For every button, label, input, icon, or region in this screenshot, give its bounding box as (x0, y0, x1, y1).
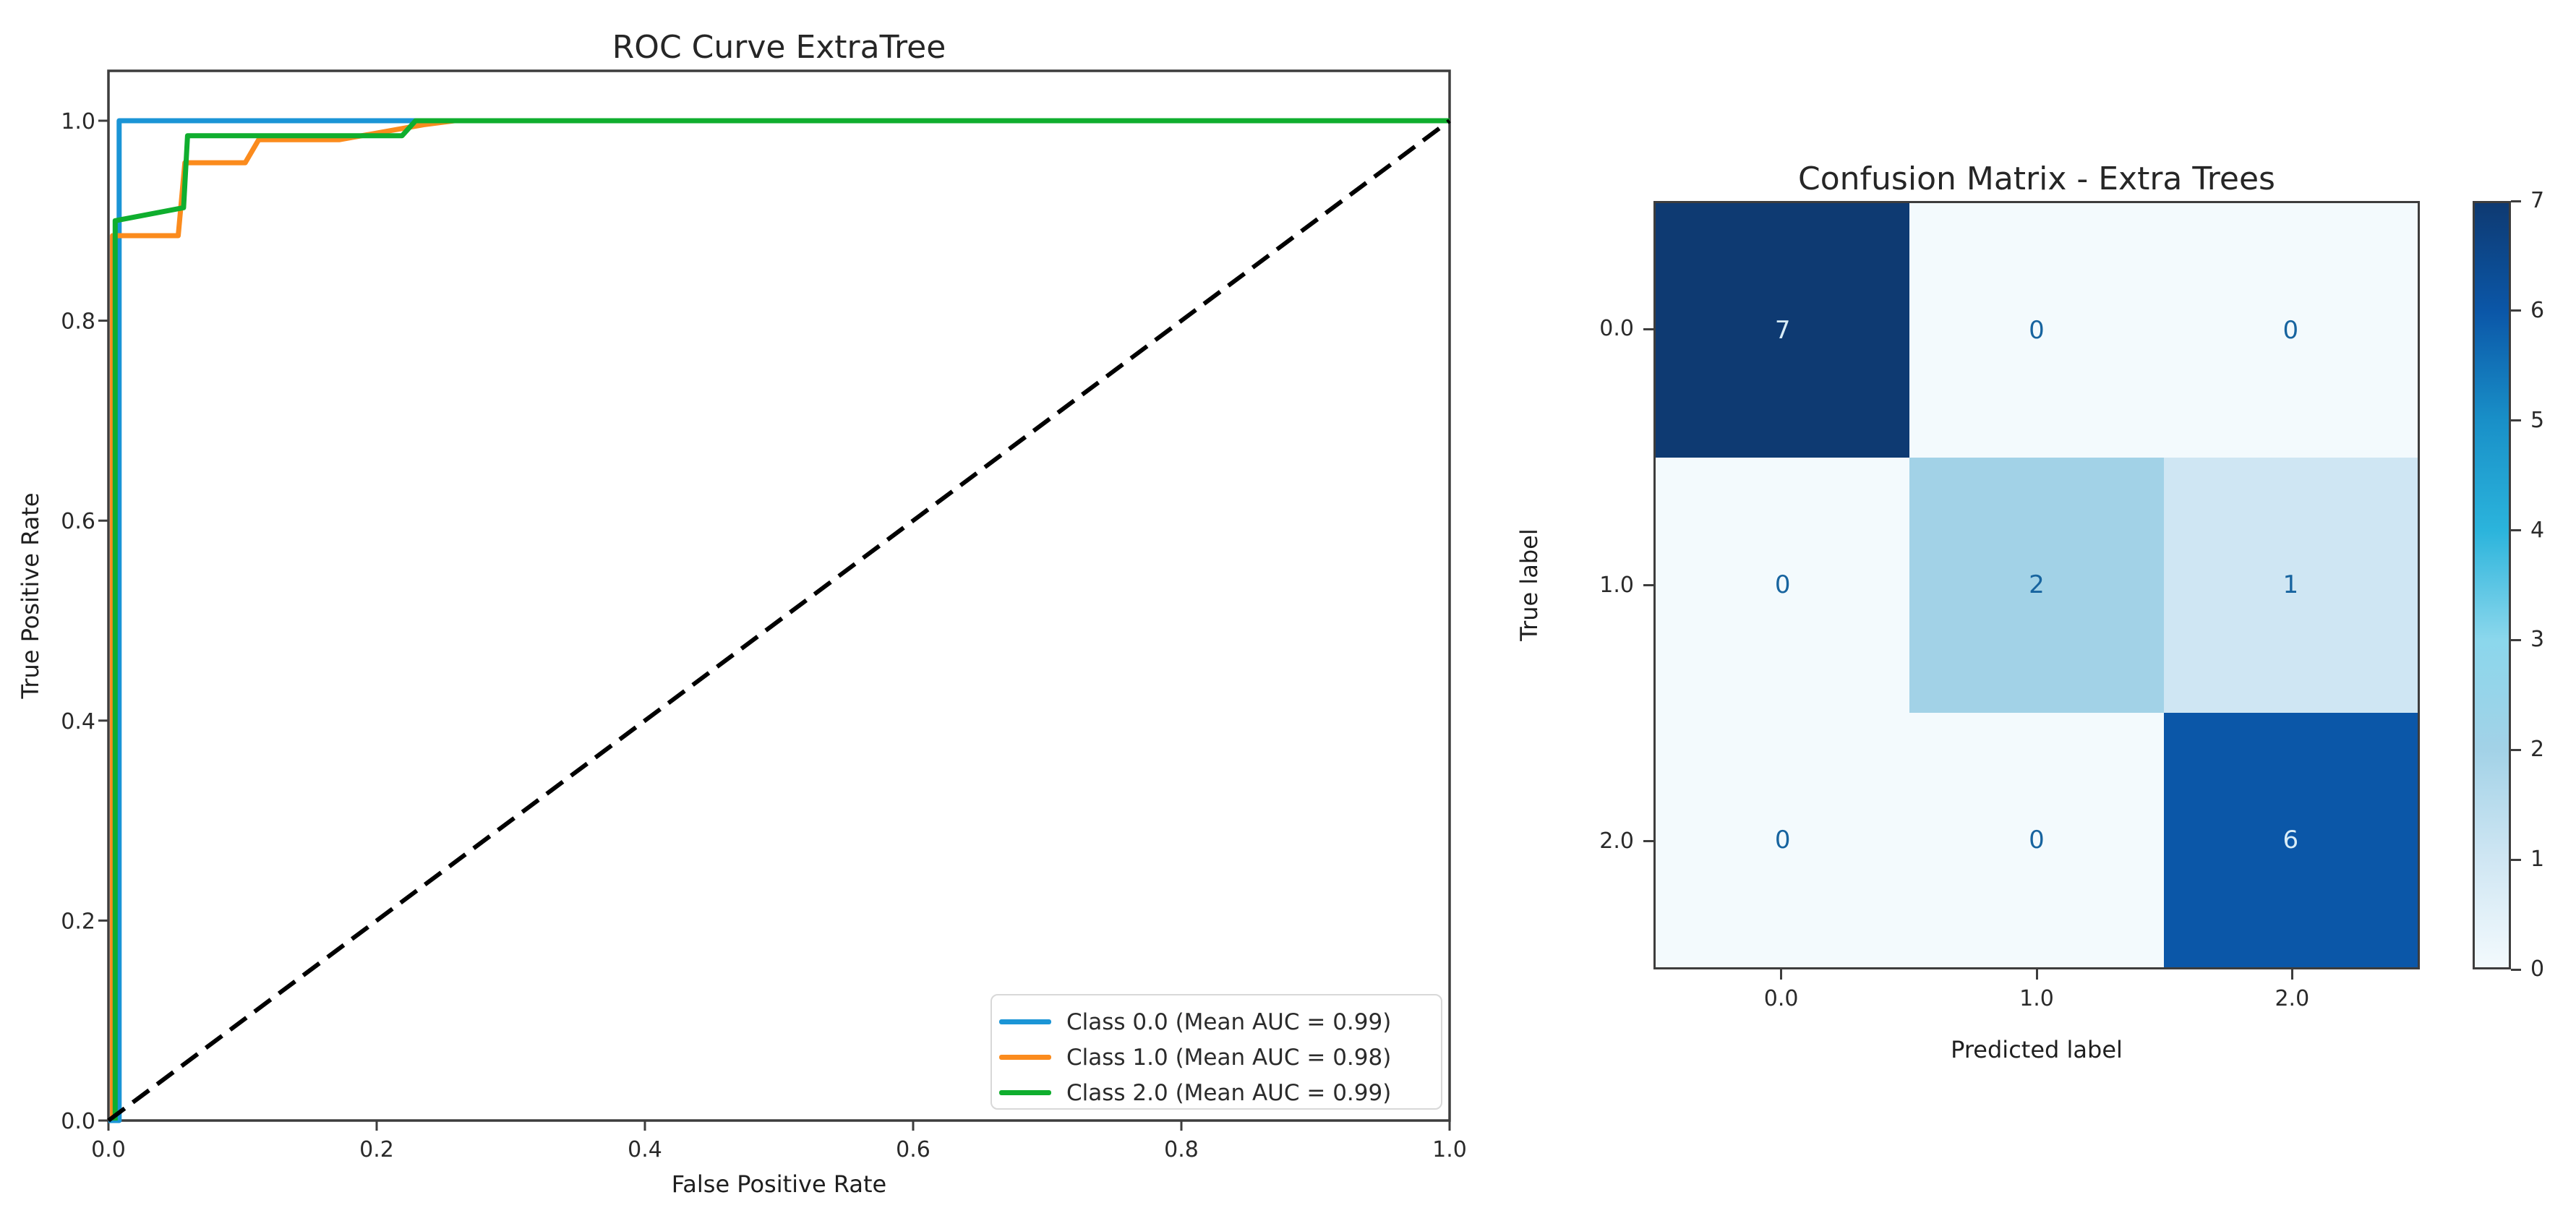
legend-label: Class 2.0 (Mean AUC = 0.99) (1066, 1079, 1392, 1106)
legend-entry: Class 1.0 (Mean AUC = 0.98) (999, 1040, 1441, 1075)
roc-chart: 0.0 0.2 0.4 0.6 0.8 1.0 0.0 0.2 0.4 0.6 0.8 1.0 (61, 69, 1467, 1162)
cm-y-tick-mark (1643, 584, 1653, 586)
cm-xaxis-label: Predicted label (1951, 1036, 2123, 1063)
roc-y-tick-label: 1.0 (61, 109, 95, 134)
cm-x-tick-mark (2035, 969, 2038, 980)
legend-label: Class 1.0 (Mean AUC = 0.98) (1066, 1044, 1392, 1071)
roc-y-tick-label: 0.2 (61, 909, 95, 934)
colorbar-tick-label: 4 (2530, 517, 2545, 543)
colorbar-tick-mark (2511, 968, 2521, 971)
roc-plot-box (107, 69, 1451, 1122)
roc-chart-title: ROC Curve ExtraTree (612, 29, 946, 66)
roc-x-tick-label: 0.8 (1164, 1137, 1199, 1162)
colorbar-tick-label: 0 (2530, 956, 2545, 982)
roc-xaxis-label: False Positive Rate (671, 1170, 887, 1198)
roc-y-tick-label: 0.4 (61, 709, 95, 734)
cm-cell-r1c0: 0 (1656, 458, 1910, 713)
cm-cell-r0c0: 7 (1656, 203, 1910, 458)
cm-cell-r2c1: 0 (1909, 712, 2164, 967)
colorbar-tick-mark (2511, 419, 2521, 422)
colorbar-tick-mark (2511, 309, 2521, 312)
roc-y-tick-label: 0.6 (61, 509, 95, 534)
cm-x-tick-label: 2.0 (2275, 986, 2310, 1011)
colorbar-tick-mark (2511, 748, 2521, 751)
colorbar-tick-label: 7 (2530, 188, 2545, 213)
cm-cell-r2c0: 0 (1656, 712, 1910, 967)
roc-y-tick-label: 0.8 (61, 309, 95, 335)
legend-line-swatch (999, 1019, 1051, 1024)
cm-cell-r1c1: 2 (1909, 458, 2164, 713)
legend-entry: Class 0.0 (Mean AUC = 0.99) (999, 1004, 1441, 1040)
colorbar-tick-mark (2511, 529, 2521, 532)
cm-x-tick-label: 1.0 (2019, 986, 2054, 1011)
colorbar-tick-mark (2511, 638, 2521, 641)
roc-y-tick-label: 0.0 (61, 1109, 95, 1134)
legend-line-swatch (999, 1055, 1051, 1060)
cm-x-tick-mark (1780, 969, 1783, 980)
cm-yaxis-label: True label (1515, 528, 1543, 641)
colorbar (2473, 201, 2511, 969)
roc-chance-line (107, 119, 1451, 1123)
colorbar-tick-label: 3 (2530, 627, 2545, 653)
colorbar-tick-label: 1 (2530, 847, 2545, 873)
roc-x-tick-label: 0.0 (91, 1137, 126, 1162)
cm-y-tick-mark (1643, 840, 1653, 843)
cm-chart-title: Confusion Matrix - Extra Trees (1798, 160, 2275, 197)
roc-curve (112, 118, 1450, 1121)
roc-x-tick-label: 0.4 (628, 1137, 662, 1162)
cm-cell-r0c1: 0 (1909, 203, 2164, 458)
legend-entry: Class 2.0 (Mean AUC = 0.99) (999, 1075, 1441, 1110)
cm-cell-r2c2: 6 (2163, 712, 2418, 967)
cm-y-tick-mark (1643, 327, 1653, 330)
cm-cell-r1c2: 1 (2163, 458, 2418, 713)
colorbar-tick-label: 5 (2530, 407, 2545, 433)
colorbar-tick-label: 6 (2530, 297, 2545, 323)
colorbar-tick-label: 2 (2530, 737, 2545, 763)
roc-x-tick-label: 1.0 (1432, 1137, 1467, 1162)
roc-x-tick-label: 0.6 (896, 1137, 930, 1162)
roc-x-tick-label: 0.2 (359, 1137, 394, 1162)
legend-line-swatch (999, 1090, 1051, 1095)
cm-cell-r0c2: 0 (2163, 203, 2418, 458)
legend-label: Class 0.0 (Mean AUC = 0.99) (1066, 1008, 1392, 1035)
colorbar-tick-mark (2511, 200, 2521, 202)
cm-x-tick-label: 0.0 (1763, 986, 1799, 1011)
colorbar-tick-mark (2511, 858, 2521, 861)
roc-yaxis-label: True Positive Rate (17, 492, 44, 699)
roc-legend: Class 0.0 (Mean AUC = 0.99) Class 1.0 (Me… (990, 994, 1442, 1110)
cm-x-tick-mark (2290, 969, 2293, 980)
